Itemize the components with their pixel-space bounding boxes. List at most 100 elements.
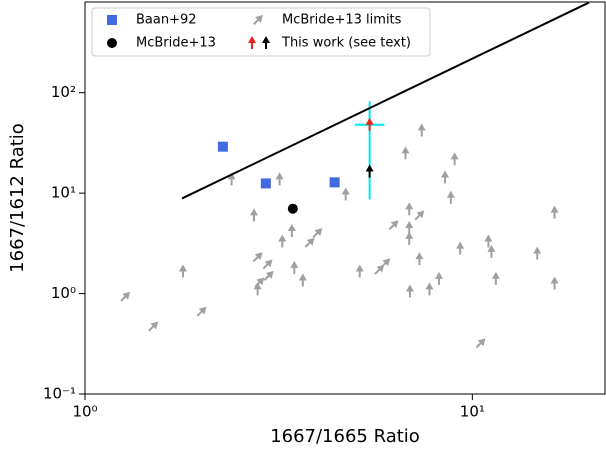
arrow: [253, 15, 263, 25]
arrow-head: [533, 246, 542, 254]
arrow: [275, 172, 284, 186]
legend-item: Baan+92: [107, 13, 197, 28]
arrow-head: [484, 234, 493, 242]
arrow-head: [550, 276, 559, 284]
legend-label: This work (see text): [281, 36, 411, 51]
arrow-head: [150, 321, 159, 330]
arrow-head: [425, 282, 434, 290]
square-marker: [217, 141, 228, 152]
arrow: [414, 210, 425, 221]
arrow-head: [254, 252, 263, 261]
arrow-head: [287, 223, 296, 231]
arrow-head: [405, 284, 414, 292]
arrow: [249, 208, 258, 222]
arrow: [405, 231, 414, 245]
arrow: [178, 264, 187, 278]
arrow-head: [227, 172, 236, 180]
arrow: [401, 146, 410, 160]
arrow: [415, 252, 424, 266]
legend-label: McBride+13 limits: [282, 13, 402, 28]
arrow-head: [264, 259, 273, 268]
arrow-head: [441, 170, 450, 178]
arrow: [550, 205, 559, 219]
arrow: [425, 282, 434, 296]
arrow-head: [275, 172, 284, 180]
line: [181, 1, 590, 200]
arrow-head: [290, 260, 299, 268]
arrow: [248, 36, 256, 49]
legend-box: [91, 7, 431, 57]
arrow-head: [253, 282, 262, 290]
legend-label: McBride+13: [136, 36, 216, 51]
arrow-head: [550, 205, 559, 213]
arrow: [550, 276, 559, 290]
arrow: [491, 271, 500, 285]
arrow: [287, 223, 296, 237]
arrow: [196, 306, 207, 317]
arrow-head: [456, 241, 465, 249]
arrow: [341, 187, 350, 201]
x-tick-label: 10⁰: [72, 403, 97, 421]
arrow: [417, 123, 426, 137]
arrow-head: [401, 146, 410, 154]
legend-item: McBride+13: [107, 36, 216, 51]
arrow-head: [415, 252, 424, 260]
arrow-head: [178, 264, 187, 272]
arrow: [298, 273, 307, 287]
arrow: [450, 152, 459, 166]
arrow: [290, 260, 299, 274]
arrow-head: [248, 36, 256, 43]
legend-marker: [107, 15, 117, 25]
arrow: [441, 170, 450, 184]
arrow-head: [416, 210, 425, 219]
arrow-head: [405, 231, 414, 239]
arrow-head: [306, 237, 315, 246]
arrow: [388, 220, 399, 231]
arrow-head: [405, 220, 414, 228]
arrow: [120, 291, 131, 302]
arrow-head: [256, 277, 265, 286]
arrow: [263, 270, 274, 281]
arrow-head: [298, 273, 307, 281]
y-tick-label: 10⁰: [51, 284, 76, 302]
arrow: [304, 237, 315, 248]
arrow: [434, 271, 443, 285]
arrow: [475, 338, 486, 349]
y-axis-label: 1667/1612 Ratio: [7, 123, 28, 273]
arrow: [365, 164, 374, 178]
arrow-head: [365, 117, 374, 125]
y-tick-label: 10⁻¹: [43, 385, 76, 403]
arrow-head: [278, 234, 287, 242]
arrow: [278, 234, 287, 248]
arrow-head: [198, 306, 207, 315]
arrow: [227, 172, 236, 186]
arrow-head: [477, 338, 486, 347]
legend-item: This work (see text): [248, 36, 411, 51]
arrow: [262, 259, 273, 270]
x-tick-label: 10¹: [460, 403, 485, 421]
plot-frame: [84, 1, 606, 395]
arrow-head: [450, 152, 459, 160]
arrow: [405, 202, 414, 216]
arrow: [253, 282, 262, 296]
arrow: [456, 241, 465, 255]
plot-area: [120, 1, 590, 349]
arrow: [254, 277, 265, 288]
arrow: [365, 117, 374, 131]
x-axis-label: 1667/1665 Ratio: [270, 426, 420, 447]
square-marker: [329, 177, 340, 188]
arrow-head: [382, 258, 391, 267]
arrow-head: [487, 244, 496, 252]
arrow-head: [365, 164, 374, 172]
arrow-head: [434, 271, 443, 279]
arrow-head: [249, 208, 258, 216]
arrow: [446, 190, 455, 204]
arrow: [148, 321, 159, 332]
arrow-head: [341, 187, 350, 195]
arrow: [355, 264, 364, 278]
arrow-head: [355, 264, 364, 272]
circle-marker: [287, 203, 298, 214]
square-marker: [260, 178, 271, 189]
legend: Baan+92 McBride+13 McBride+13 limits This w…: [91, 7, 431, 57]
